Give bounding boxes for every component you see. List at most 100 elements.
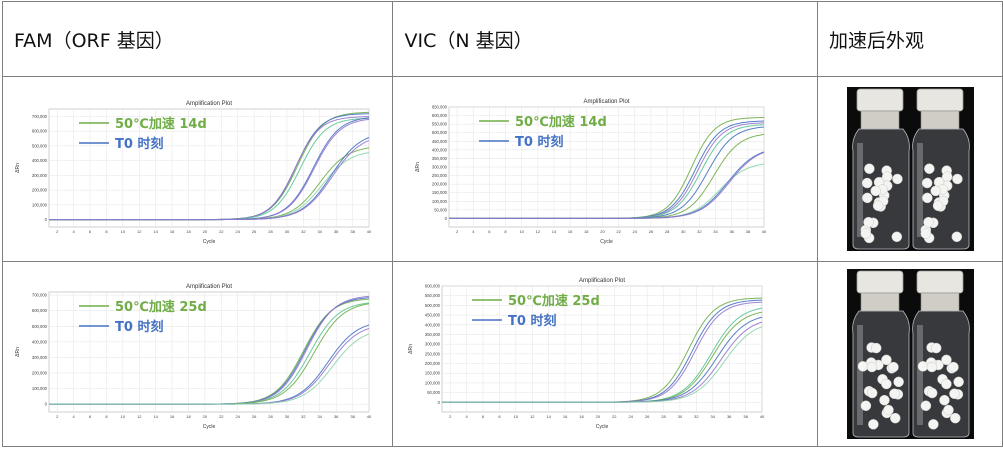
y-tick-label: 200,000 (32, 188, 48, 193)
bottle-neck (920, 110, 959, 130)
x-tick-label: 14 (552, 229, 557, 234)
x-tick-label: 10 (121, 414, 126, 419)
chart-title: Amplification Plot (186, 101, 232, 107)
tablet (920, 400, 931, 412)
x-tick-label: 36 (730, 229, 735, 234)
bottle (911, 88, 970, 250)
x-tick-label: 32 (698, 229, 703, 234)
bottle (851, 270, 910, 438)
x-tick-label: 8 (499, 414, 502, 419)
y-tick-label: 100,000 (32, 386, 48, 391)
amplification-plot-fam-25d: Amplification Plot 0 100,000 200,000 300,000… (15, 284, 372, 430)
y-tick-label: 500,000 (32, 324, 48, 329)
tablet (927, 419, 939, 430)
y-tick-label: 650,000 (432, 105, 448, 110)
bottle-cap (856, 88, 903, 112)
x-tick-label: 28 (662, 414, 667, 419)
legend-label: 50℃加速 25d (508, 293, 600, 309)
y-tick-label: 600,000 (32, 129, 48, 134)
x-axis-label: Cycle (596, 424, 609, 430)
x-tick-label: 12 (531, 414, 536, 419)
tablet (869, 185, 881, 197)
bottle-neck (860, 292, 899, 312)
x-tick-label: 36 (727, 414, 732, 419)
amplification-plot-vic-14d: Amplification Plot 0 50,000 100,000 150,000 2… (415, 99, 767, 245)
tablet (951, 173, 963, 185)
x-tick-label: 8 (105, 229, 108, 234)
x-tick-label: 4 (72, 229, 75, 234)
x-tick-label: 20 (203, 414, 208, 419)
legend-label: T0 时刻 (115, 136, 163, 152)
x-tick-label: 26 (252, 414, 257, 419)
glass-highlight (916, 325, 923, 425)
y-tick-label: 150,000 (432, 190, 448, 195)
header-fam: FAM（ORF 基因） (1, 1, 394, 77)
x-tick-label: 40 (367, 229, 372, 234)
x-axis-label: Cycle (203, 424, 216, 430)
tablet (947, 361, 959, 373)
amplification-plot-fam-14d: Amplification Plot 0 100,000 200,000 300,000… (15, 101, 372, 245)
x-tick-label: 6 (89, 414, 92, 419)
x-tick-label: 36 (334, 414, 339, 419)
y-tick-label: 300,000 (425, 342, 441, 347)
x-tick-label: 28 (665, 229, 670, 234)
tablet (889, 412, 901, 424)
x-tick-label: 14 (153, 414, 158, 419)
cell-vic-25d: Amplification Plot 0 50,000 100,000 150,000 2… (392, 261, 819, 447)
tablet (867, 419, 879, 430)
tablet (860, 228, 871, 239)
legend-label: 50℃加速 14d (515, 114, 607, 130)
x-tick-label: 4 (72, 414, 75, 419)
y-tick-label: 200,000 (432, 182, 448, 187)
tablet (930, 342, 941, 354)
x-tick-label: 20 (601, 229, 606, 234)
tablet (952, 376, 964, 388)
x-tick-label: 38 (744, 414, 749, 419)
tablet (866, 387, 877, 399)
y-tick-label: 450,000 (432, 139, 448, 144)
tablet (891, 173, 903, 185)
legend-label: T0 时刻 (515, 134, 563, 150)
x-tick-label: 22 (617, 229, 622, 234)
x-tick-label: 4 (473, 229, 476, 234)
y-tick-label: 250,000 (432, 173, 448, 178)
x-tick-label: 30 (285, 229, 290, 234)
x-tick-label: 16 (170, 414, 175, 419)
tablet (891, 231, 902, 243)
tablet (942, 404, 954, 416)
x-tick-label: 34 (714, 229, 719, 234)
x-tick-label: 20 (203, 229, 208, 234)
x-tick-label: 4 (466, 414, 469, 419)
legend-label: 50℃加速 14d (115, 116, 207, 132)
y-tick-label: 100,000 (32, 202, 48, 207)
y-tick-label: 400,000 (32, 158, 48, 163)
x-tick-label: 22 (219, 229, 224, 234)
tablet (926, 387, 937, 399)
y-tick-label: 400,000 (425, 322, 441, 327)
x-tick-label: 2 (456, 229, 459, 234)
x-tick-label: 18 (186, 229, 191, 234)
y-tick-label: 350,000 (425, 332, 441, 337)
y-tick-label: 100,000 (425, 380, 441, 385)
tablet (921, 177, 932, 189)
plot-area (48, 108, 370, 228)
cell-photo-14d (817, 76, 1003, 262)
y-tick-label: 0 (438, 400, 441, 405)
header-vic: VIC（N 基因） (392, 1, 819, 77)
bottle-cap (856, 270, 903, 294)
y-tick-label: 550,000 (432, 122, 448, 127)
tablet (940, 354, 952, 366)
y-tick-label: 300,000 (432, 165, 448, 170)
x-tick-label: 2 (56, 229, 59, 234)
tablet (892, 376, 904, 388)
x-tick-label: 16 (563, 414, 568, 419)
glass-highlight (916, 143, 923, 237)
bottle (851, 88, 910, 250)
y-axis-label: ΔRn (15, 347, 21, 357)
series-line (442, 326, 763, 403)
x-tick-label: 10 (121, 229, 126, 234)
x-tick-label: 24 (235, 414, 240, 419)
y-tick-label: 150,000 (425, 371, 441, 376)
y-tick-label: 300,000 (32, 355, 48, 360)
